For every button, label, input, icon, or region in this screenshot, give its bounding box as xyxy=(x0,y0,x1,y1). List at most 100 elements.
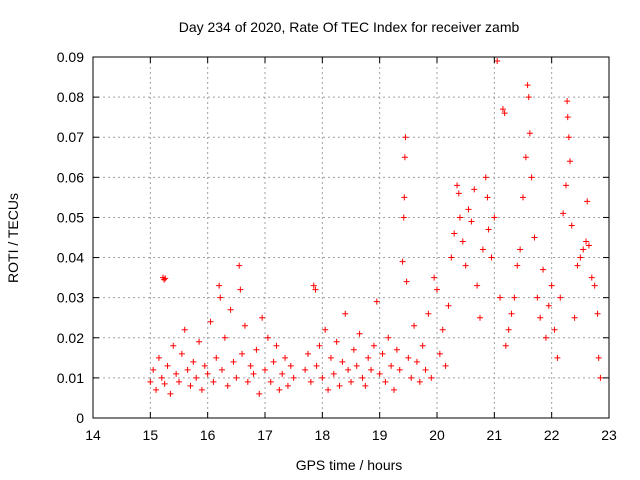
data-point xyxy=(213,354,220,361)
y-tick-label: 0.02 xyxy=(57,330,84,346)
y-tick-label: 0 xyxy=(76,410,84,426)
data-point xyxy=(485,226,492,233)
data-point xyxy=(356,330,363,337)
data-point xyxy=(259,314,266,321)
data-point xyxy=(227,306,234,313)
data-point xyxy=(153,386,160,393)
y-tick-label: 0.04 xyxy=(57,250,84,266)
data-point xyxy=(494,58,501,65)
y-tick-label: 0.07 xyxy=(57,129,84,145)
data-point xyxy=(270,358,277,365)
x-tick-label: 14 xyxy=(85,427,101,443)
y-tick-label: 0.08 xyxy=(57,89,84,105)
data-point xyxy=(431,274,438,281)
data-point xyxy=(505,326,512,333)
data-point xyxy=(345,366,352,373)
data-point xyxy=(451,230,458,237)
data-point xyxy=(548,282,555,289)
data-point xyxy=(170,342,177,349)
data-point xyxy=(312,286,319,293)
data-point xyxy=(511,294,518,301)
data-point xyxy=(557,294,564,301)
data-point xyxy=(525,94,532,101)
data-point xyxy=(250,370,257,377)
y-axis-label: ROTI / TECUs xyxy=(5,193,21,283)
data-point xyxy=(584,198,591,205)
data-point xyxy=(482,174,489,181)
data-point xyxy=(413,358,420,365)
data-point xyxy=(583,238,590,245)
data-point xyxy=(542,334,549,341)
data-point xyxy=(568,222,575,229)
data-point xyxy=(173,370,180,377)
data-point xyxy=(178,350,185,357)
data-point xyxy=(284,382,291,389)
data-point xyxy=(594,310,601,317)
data-point xyxy=(190,358,197,365)
data-point xyxy=(455,190,462,197)
data-points xyxy=(147,58,604,397)
data-point xyxy=(365,354,372,361)
data-point xyxy=(524,82,531,89)
data-point xyxy=(385,334,392,341)
data-point xyxy=(322,326,329,333)
data-point xyxy=(465,206,472,213)
data-point xyxy=(267,378,274,385)
data-point xyxy=(307,378,314,385)
x-tick-label: 16 xyxy=(200,427,216,443)
data-point xyxy=(517,246,524,253)
data-point xyxy=(219,366,225,373)
data-point xyxy=(459,238,466,245)
data-point xyxy=(520,194,526,201)
data-point xyxy=(551,326,558,333)
data-point xyxy=(353,362,360,369)
x-tick-label: 18 xyxy=(315,427,331,443)
data-point xyxy=(379,350,386,357)
data-point xyxy=(350,346,357,353)
data-point xyxy=(201,362,208,369)
data-point xyxy=(401,154,408,161)
data-point xyxy=(508,310,515,317)
data-point xyxy=(468,218,475,225)
x-tick-label: 22 xyxy=(544,427,560,443)
axis-ticks: 14 15 16 17 18 19 20 21 22 23 0 0.01 0.02 0.03 0.04 0.0… xyxy=(57,49,617,443)
x-axis-label: GPS time / hours xyxy=(296,457,403,473)
data-point xyxy=(196,338,203,345)
data-point xyxy=(456,214,463,221)
data-point xyxy=(236,262,243,269)
data-point xyxy=(501,110,508,117)
data-point xyxy=(545,302,552,309)
data-point xyxy=(198,386,205,393)
data-point xyxy=(416,378,423,385)
data-point xyxy=(342,310,349,317)
data-point xyxy=(399,258,406,265)
data-point xyxy=(560,210,567,217)
data-point xyxy=(287,362,294,369)
data-point xyxy=(488,254,495,261)
x-tick-label: 17 xyxy=(257,427,273,443)
data-point xyxy=(362,382,369,389)
data-point xyxy=(161,380,168,387)
data-point xyxy=(368,366,375,373)
data-point xyxy=(276,386,283,393)
data-point xyxy=(454,182,461,189)
data-point xyxy=(462,262,469,269)
grid-lines xyxy=(93,57,609,418)
data-point xyxy=(411,322,418,329)
data-point xyxy=(181,326,188,333)
plot-frame xyxy=(92,56,610,419)
data-point xyxy=(588,274,595,281)
data-point xyxy=(393,346,400,353)
data-point xyxy=(499,106,506,113)
data-point xyxy=(580,246,587,253)
data-point xyxy=(396,366,403,373)
data-point xyxy=(230,358,237,365)
data-point xyxy=(565,134,572,141)
data-point xyxy=(336,382,343,389)
data-point xyxy=(564,98,571,105)
data-point xyxy=(210,378,217,385)
data-point xyxy=(434,286,440,293)
data-point xyxy=(405,354,412,361)
data-point xyxy=(310,282,317,289)
data-point xyxy=(216,282,223,289)
